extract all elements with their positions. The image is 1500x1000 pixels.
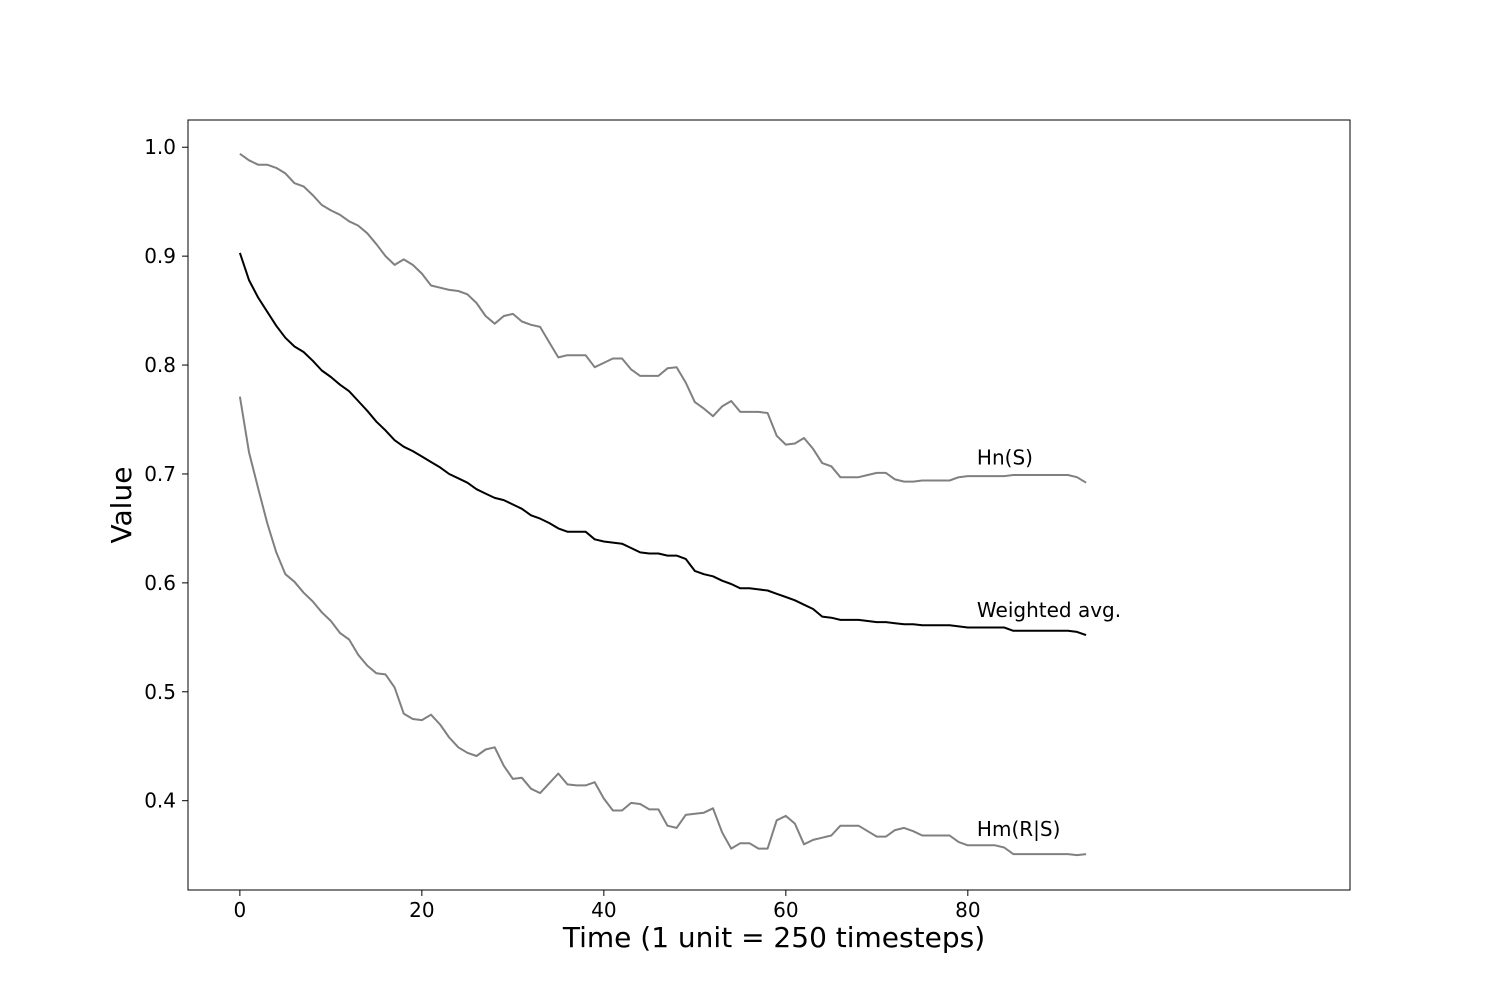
y-tick-label: 0.6: [144, 571, 176, 595]
series-label-hn-s: Hn(S): [977, 446, 1033, 470]
x-axis: 0 20 40 60 80: [233, 890, 981, 922]
plot-frame: [187, 119, 1351, 891]
x-tick-label: 20: [409, 898, 434, 922]
x-tick-label: 80: [955, 898, 980, 922]
y-tick-label: 0.9: [144, 244, 176, 268]
plot-area: Hn(S) Weighted avg. Hm(R|S): [238, 152, 1121, 857]
y-tick-label: 0.7: [144, 462, 176, 486]
series-line-hm-r-s: [238, 396, 1087, 857]
series-line-hn-s: [239, 152, 1087, 484]
y-tick-label: 1.0: [144, 135, 176, 159]
series-label-weighted-avg: Weighted avg.: [977, 598, 1121, 622]
y-axis: 0.4 0.5 0.6 0.7 0.8 0.9 1.0: [144, 135, 188, 813]
x-tick-label: 40: [591, 898, 616, 922]
y-tick-label: 0.8: [144, 353, 176, 377]
x-tick-label: 0: [233, 898, 246, 922]
series-line-weighted-avg: [238, 252, 1087, 637]
series-label-hm-r-s: Hm(R|S): [977, 817, 1060, 841]
y-axis-label: Value: [105, 467, 138, 544]
y-tick-label: 0.5: [144, 680, 176, 704]
x-tick-label: 60: [773, 898, 798, 922]
y-tick-label: 0.4: [144, 789, 176, 813]
x-axis-label: Time (1 unit = 250 timesteps): [562, 921, 985, 954]
